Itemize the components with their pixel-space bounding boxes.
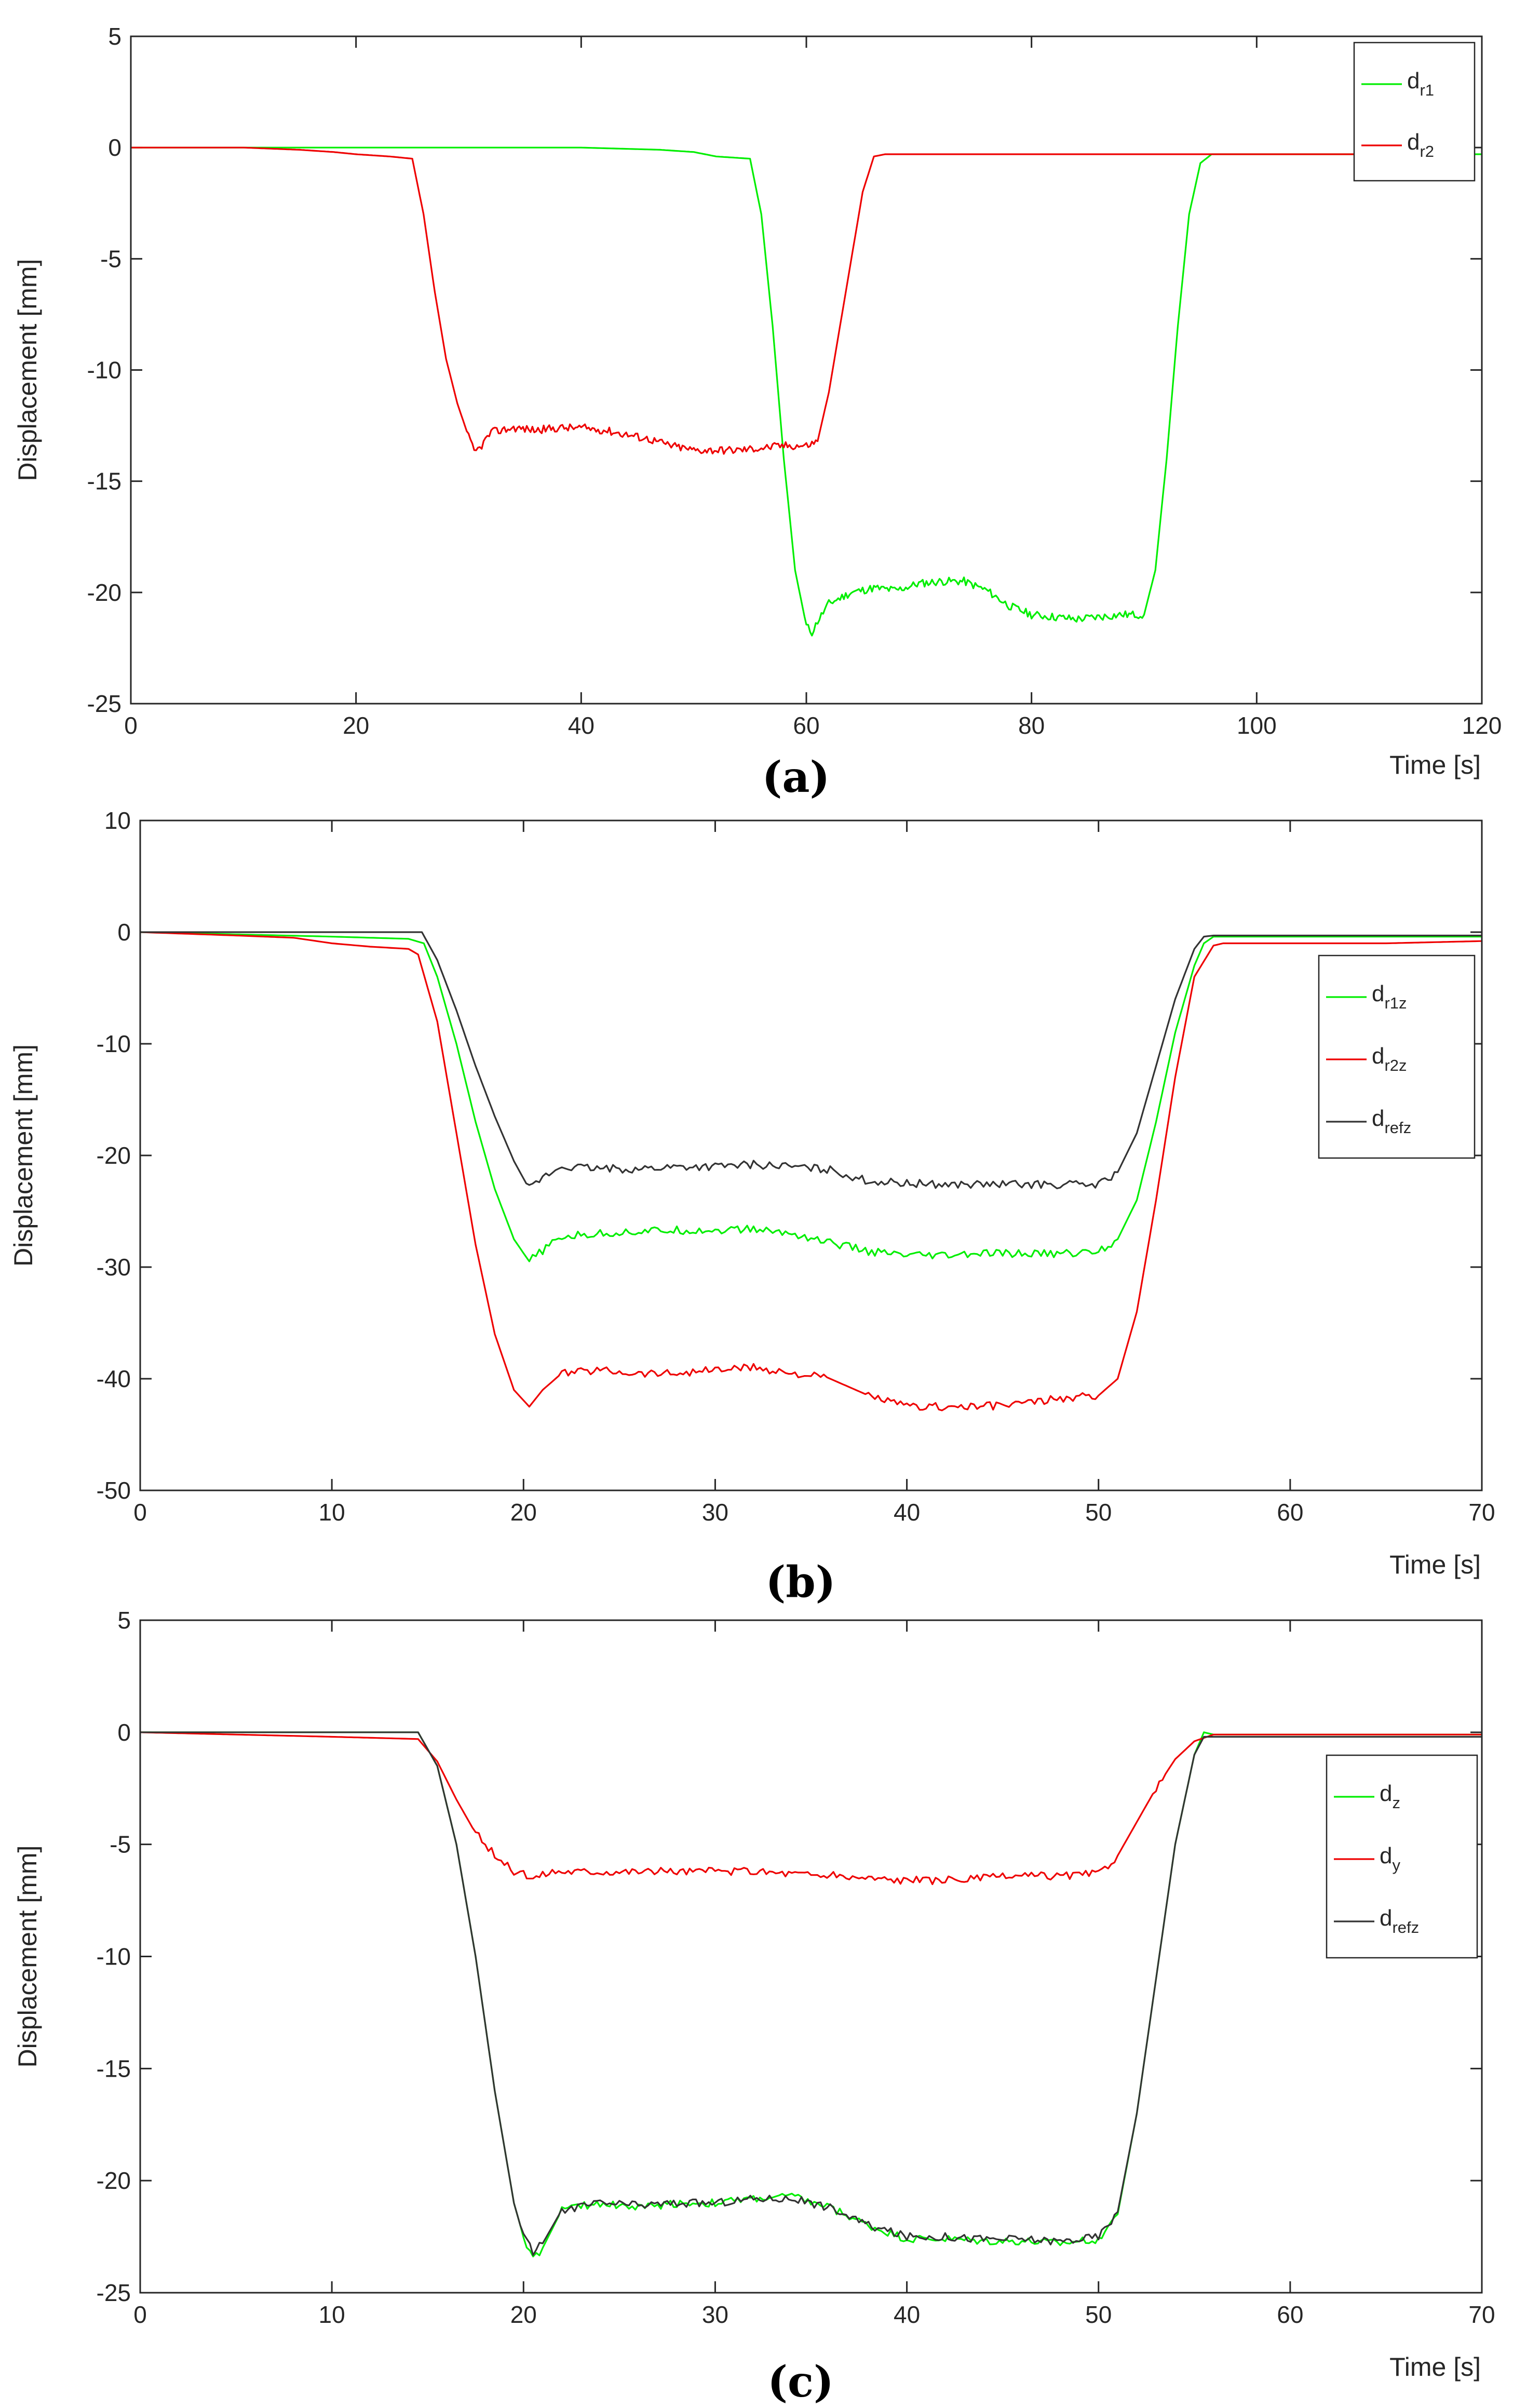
x-tick-label: 70 bbox=[1468, 1499, 1495, 1526]
x-tick-label: 50 bbox=[1085, 2301, 1112, 2328]
y-tick-label: -5 bbox=[100, 245, 121, 272]
series-line-d-r1z bbox=[140, 931, 1482, 1262]
legend-entry-subscript: z bbox=[1392, 1794, 1400, 1812]
chart-panel-2: 0 10 20 30 40 50 60 70100-10-20-30-40-50dr1zdr2… bbox=[9, 807, 1495, 1607]
legend-entry-main: d bbox=[1407, 68, 1420, 93]
y-tick-label: -20 bbox=[97, 2167, 131, 2194]
y-tick-label: -15 bbox=[97, 2055, 131, 2082]
plot-area bbox=[140, 1620, 1482, 2293]
y-tick-label: 0 bbox=[117, 1719, 131, 1746]
x-tick-label: 20 bbox=[510, 2301, 537, 2328]
y-tick-label: 0 bbox=[108, 134, 121, 161]
x-tick-label: 40 bbox=[568, 712, 595, 739]
x-tick-label: 40 bbox=[894, 1499, 920, 1526]
legend-box bbox=[1326, 1754, 1478, 1959]
y-axis-label: Displacement [mm] bbox=[13, 1846, 42, 2068]
y-tick-label: -10 bbox=[97, 1030, 131, 1057]
chart-panel-3: 0 10 20 30 40 50 60 7050-5-10-15-20-25dzdydrefz… bbox=[13, 1607, 1495, 2407]
series-line-d-r2 bbox=[131, 146, 1358, 455]
plot-area bbox=[140, 820, 1482, 1490]
legend-entry-main: d bbox=[1380, 1843, 1392, 1868]
legend-entry: dr1 bbox=[1407, 68, 1434, 99]
y-tick-label: -25 bbox=[87, 690, 121, 717]
x-axis-label: Time [s] bbox=[1389, 1550, 1481, 1579]
y-axis-label: Displacement [mm] bbox=[13, 259, 42, 481]
y-tick-label: 5 bbox=[108, 23, 121, 50]
y-tick-label: -10 bbox=[97, 1943, 131, 1970]
plot-area bbox=[131, 36, 1482, 704]
panel-label: (a) bbox=[762, 752, 830, 802]
x-tick-label: 50 bbox=[1085, 1499, 1112, 1526]
legend-entry-main: d bbox=[1372, 981, 1384, 1006]
panel-label: (c) bbox=[767, 2357, 834, 2407]
x-tick-label: 30 bbox=[702, 1499, 728, 1526]
legend-entry: drefz bbox=[1380, 1905, 1419, 1936]
y-tick-label: -30 bbox=[97, 1254, 131, 1281]
y-tick-label: -10 bbox=[87, 357, 121, 384]
legend-entry-subscript: r2 bbox=[1420, 142, 1434, 160]
legend-entry-main: d bbox=[1372, 1043, 1384, 1069]
legend-entry: dr2 bbox=[1407, 129, 1434, 160]
y-tick-label: 5 bbox=[117, 1607, 131, 1634]
legend-entry-subscript: r1 bbox=[1420, 81, 1434, 99]
x-tick-label: 0 bbox=[124, 712, 138, 739]
legend-entry: dr1z bbox=[1372, 981, 1407, 1012]
y-axis-label: Displacement [mm] bbox=[9, 1044, 38, 1267]
legend-box bbox=[1353, 42, 1476, 182]
x-tick-label: 80 bbox=[1018, 712, 1045, 739]
legend-entry: dr2z bbox=[1372, 1043, 1407, 1074]
x-tick-label: 30 bbox=[702, 2301, 728, 2328]
legend-box bbox=[1318, 954, 1476, 1159]
x-tick-label: 40 bbox=[894, 2301, 920, 2328]
legend-entry-main: d bbox=[1407, 129, 1420, 155]
legend-entry-subscript: y bbox=[1392, 1856, 1400, 1874]
legend-entry-subscript: refz bbox=[1392, 1918, 1419, 1936]
y-tick-label: -50 bbox=[97, 1477, 131, 1504]
y-tick-label: -15 bbox=[87, 468, 121, 495]
legend-entry-subscript: r2z bbox=[1384, 1056, 1407, 1074]
legend-entry: drefz bbox=[1372, 1106, 1411, 1137]
series-line-d-refz bbox=[140, 1731, 1482, 2256]
legend-entry-subscript: r1z bbox=[1384, 994, 1407, 1012]
y-tick-label: -25 bbox=[97, 2279, 131, 2306]
series-line-d-y bbox=[140, 1731, 1482, 1885]
y-tick-label: -20 bbox=[87, 579, 121, 606]
x-tick-label: 70 bbox=[1468, 2301, 1495, 2328]
chart-panel-1: 0 20 40 60 80 100 12050-5-10-15-20-25dr1dr2Tim… bbox=[13, 23, 1502, 802]
legend-entry-main: d bbox=[1372, 1106, 1384, 1131]
x-tick-label: 60 bbox=[793, 712, 819, 739]
x-tick-label: 20 bbox=[510, 1499, 537, 1526]
y-tick-label: -40 bbox=[97, 1365, 131, 1392]
panel-label: (b) bbox=[766, 1557, 836, 1607]
legend-entry-subscript: refz bbox=[1384, 1119, 1411, 1137]
y-tick-label: -20 bbox=[97, 1142, 131, 1169]
y-tick-label: 0 bbox=[117, 919, 131, 946]
series-line-d-refz bbox=[140, 931, 1482, 1190]
plot-frame bbox=[130, 35, 1483, 705]
x-axis-label: Time [s] bbox=[1389, 2352, 1481, 2382]
x-tick-label: 0 bbox=[133, 2301, 147, 2328]
y-tick-label: 10 bbox=[104, 807, 131, 834]
y-tick-label: -5 bbox=[110, 1831, 131, 1858]
x-axis-label: Time [s] bbox=[1389, 750, 1481, 779]
legend-entry-main: d bbox=[1380, 1905, 1392, 1931]
x-tick-label: 100 bbox=[1237, 712, 1277, 739]
x-tick-label: 60 bbox=[1277, 1499, 1303, 1526]
plot-frame bbox=[139, 819, 1483, 1491]
x-tick-label: 20 bbox=[343, 712, 369, 739]
legend-entry-main: d bbox=[1380, 1781, 1392, 1806]
legend-entry: dy bbox=[1380, 1843, 1400, 1874]
x-tick-label: 60 bbox=[1277, 2301, 1303, 2328]
series-line-d-r2z bbox=[140, 931, 1482, 1411]
x-tick-label: 10 bbox=[319, 2301, 345, 2328]
legend-entry: dz bbox=[1380, 1781, 1400, 1812]
plot-frame bbox=[139, 1619, 1483, 2294]
x-tick-label: 120 bbox=[1462, 712, 1502, 739]
x-tick-label: 10 bbox=[319, 1499, 345, 1526]
x-tick-label: 0 bbox=[133, 1499, 147, 1526]
